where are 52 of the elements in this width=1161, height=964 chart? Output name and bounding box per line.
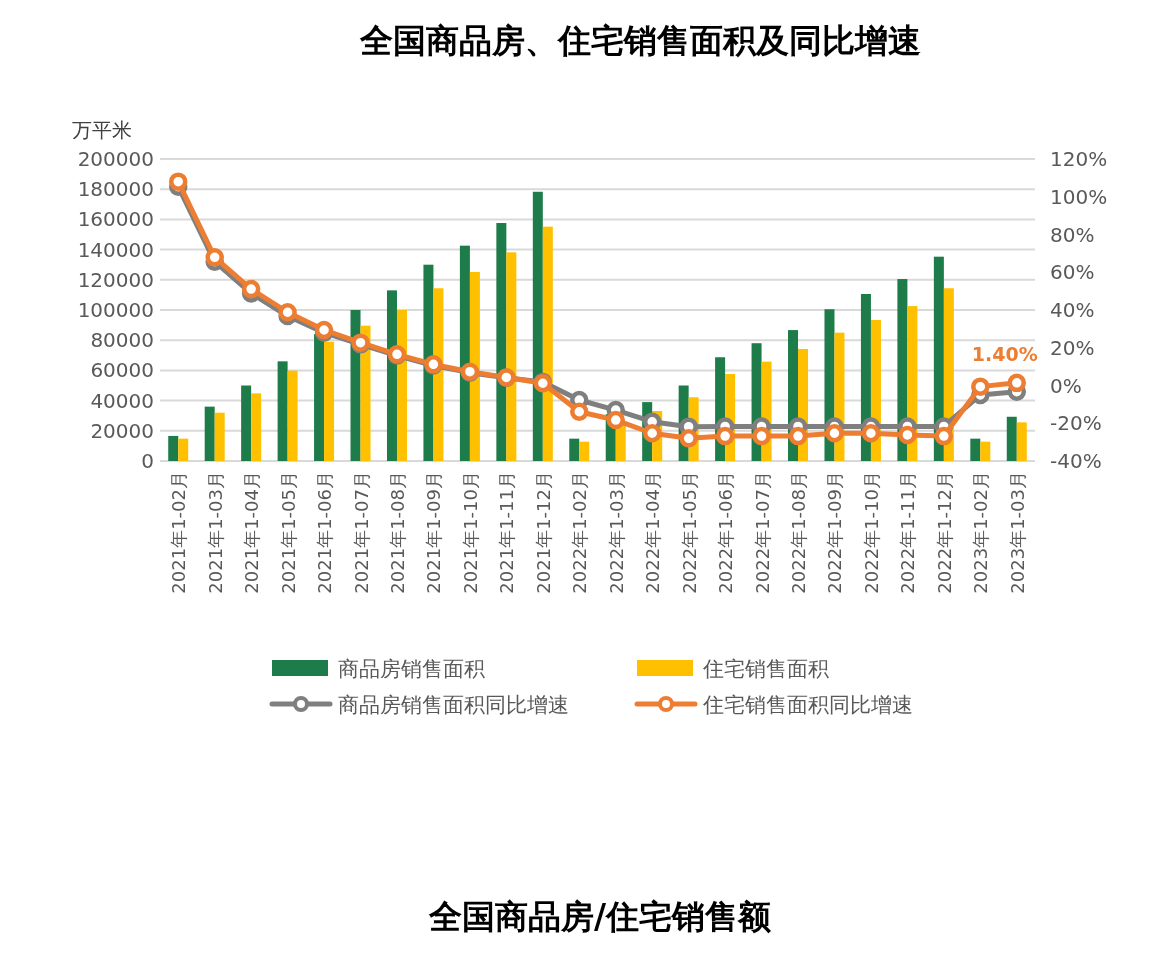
x-tick-label: 2021年1-09月 bbox=[423, 471, 445, 594]
text: 全国商品房/住宅销售额 bbox=[427, 897, 772, 936]
x-tick-label: 2023年1-02月 bbox=[970, 471, 992, 594]
x-tick-label: 2021年1-02月 bbox=[168, 471, 190, 594]
y-tick-label: 120000 bbox=[77, 267, 154, 292]
x-tick-label: 2021年1-10月 bbox=[459, 471, 481, 594]
x-tick-label: 2022年1-07月 bbox=[751, 471, 773, 594]
y2-tick-label: 120% bbox=[1050, 147, 1108, 171]
x-tick-label: 2022年1-10月 bbox=[860, 471, 882, 594]
x-tick-label: 2022年1-04月 bbox=[642, 471, 664, 594]
x-tick-label: 2021年1-03月 bbox=[204, 471, 226, 594]
x-tick-label: 2021年1-07月 bbox=[350, 471, 372, 594]
x-tick-label: 2022年1-11月 bbox=[897, 471, 919, 594]
legend-label: 商品房销售面积 bbox=[338, 657, 485, 681]
x-tick-label: 2023年1-03月 bbox=[1006, 471, 1028, 594]
y2-tick-label: -40% bbox=[1050, 449, 1102, 473]
y-tick-label: 60000 bbox=[90, 358, 154, 383]
x-tick-label: 2022年1-02月 bbox=[569, 471, 591, 594]
y2-tick-label: 60% bbox=[1050, 260, 1095, 285]
x-tick-label: 2021年1-06月 bbox=[314, 471, 336, 594]
y2-tick-label: 40% bbox=[1050, 298, 1095, 322]
chart-title: 全国商品房、住宅销售面积及同比增速 bbox=[358, 21, 921, 60]
x-tick-label: 2022年1-05月 bbox=[678, 471, 700, 594]
legend-label: 住宅销售面积 bbox=[702, 657, 829, 681]
y-tick-label: 20000 bbox=[90, 418, 154, 443]
y-tick-label: 40000 bbox=[90, 388, 154, 413]
y2-tick-label: -20% bbox=[1050, 411, 1102, 436]
y-tick-label: 100000 bbox=[77, 298, 154, 322]
legend-label: 住宅销售面积同比增速 bbox=[702, 693, 913, 717]
data-label: 1.40% bbox=[971, 342, 1038, 365]
x-tick-label: 2022年1-09月 bbox=[824, 471, 846, 594]
y-axis-title: 万平米 bbox=[72, 118, 132, 142]
y-tick-label: 140000 bbox=[77, 237, 154, 262]
x-tick-label: 2022年1-08月 bbox=[788, 471, 810, 594]
x-tick-label: 2022年1-06月 bbox=[715, 471, 737, 594]
y-tick-label: 0 bbox=[141, 449, 154, 473]
x-tick-label: 2021年1-08月 bbox=[386, 471, 408, 594]
x-tick-label: 2021年1-11月 bbox=[496, 471, 518, 594]
y2-tick-label: 100% bbox=[1050, 184, 1108, 209]
x-tick-label: 2022年1-12月 bbox=[933, 471, 955, 594]
y-tick-label: 160000 bbox=[77, 207, 154, 232]
y-tick-label: 180000 bbox=[77, 177, 154, 202]
y2-tick-label: 80% bbox=[1050, 222, 1095, 247]
legend-label: 商品房销售面积同比增速 bbox=[338, 693, 569, 717]
y2-tick-label: 0% bbox=[1050, 373, 1082, 398]
x-tick-label: 2021年1-05月 bbox=[277, 471, 299, 594]
y-tick-label: 80000 bbox=[90, 328, 154, 353]
y2-tick-label: 20% bbox=[1050, 335, 1095, 360]
x-tick-label: 2021年1-04月 bbox=[241, 471, 263, 594]
x-tick-label: 2022年1-03月 bbox=[605, 471, 627, 594]
y-tick-label: 200000 bbox=[77, 147, 154, 171]
x-tick-label: 2021年1-12月 bbox=[532, 471, 554, 594]
